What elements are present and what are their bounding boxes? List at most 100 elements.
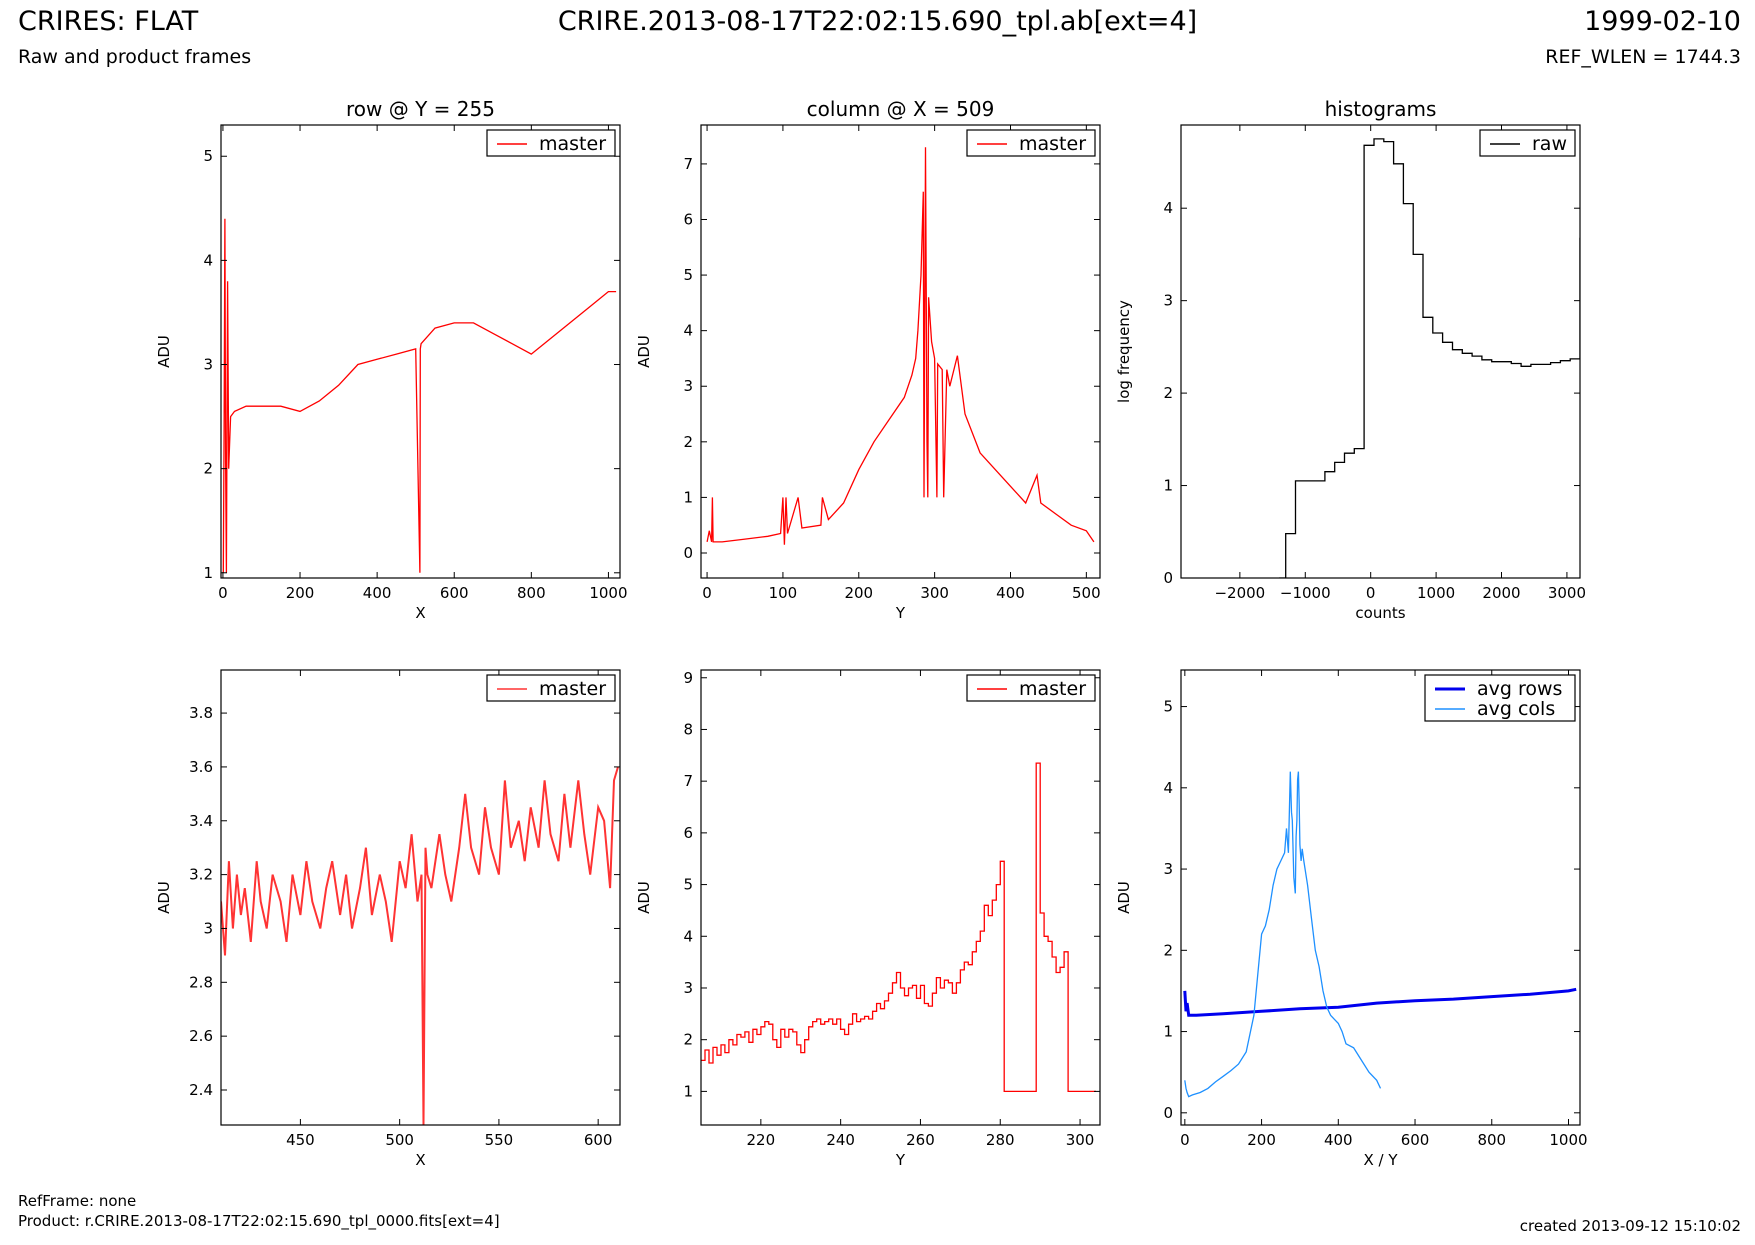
x-tick-label: −2000 (1214, 584, 1265, 602)
y-tick-label: 8 (683, 720, 693, 738)
y-tick-label: 6 (683, 210, 693, 228)
x-tick-label: 400 (996, 584, 1025, 602)
x-tick-label: −1000 (1280, 584, 1331, 602)
date-label: 1999-02-10 (1584, 6, 1741, 37)
y-tick-label: 3.8 (189, 704, 213, 722)
legend: raw (1479, 129, 1576, 157)
x-tick-label: 3000 (1548, 584, 1586, 602)
x-tick-label: 400 (1324, 1131, 1353, 1149)
x-axis-label: X / Y (1363, 1151, 1398, 1169)
plot-frame (220, 669, 621, 1126)
y-axis-label: log frequency (1115, 300, 1133, 403)
legend-box (486, 674, 616, 702)
x-tick-label: 240 (826, 1131, 855, 1149)
chart-panel: 0 100 200 300 400 500 0 1 2 3 4 5 6 7 column @ X = 509… (635, 97, 1101, 622)
x-tick-label: 1000 (1417, 584, 1455, 602)
y-tick-label: 2 (1163, 384, 1173, 402)
plot-frame (700, 669, 1101, 1126)
legend: master (486, 674, 616, 702)
series-line-raw (1279, 138, 1580, 578)
instrument-title: CRIRES: FLAT (18, 6, 199, 37)
y-tick-label: 7 (683, 155, 693, 173)
plot-frame (220, 124, 621, 579)
y-tick-label: 9 (683, 669, 693, 687)
y-axis-label: ADU (635, 335, 653, 368)
x-tick-label: 0 (702, 584, 712, 602)
subtitle: Raw and product frames (18, 46, 252, 68)
y-tick-label: 3 (1163, 860, 1173, 878)
x-tick-label: 2000 (1482, 584, 1520, 602)
plot-frame (1180, 669, 1581, 1126)
y-tick-label: 0 (1163, 569, 1173, 587)
chart-panel: 0 200 400 600 800 1000 0 1 2 3 4 5 X / Y ADU avg rowsa… (1115, 669, 1588, 1169)
y-tick-label: 3 (1163, 292, 1173, 310)
y-tick-label: 0 (683, 544, 693, 562)
series-line-avg-cols (1184, 771, 1382, 1098)
x-tick-label: 800 (517, 584, 546, 602)
y-tick-label: 2 (1163, 941, 1173, 959)
y-tick-label: 3.2 (189, 866, 213, 884)
x-tick-label: 1000 (1549, 1131, 1587, 1149)
chart-title: row @ Y = 255 (346, 97, 495, 121)
legend-label: master (1019, 678, 1086, 700)
legend-box (1424, 674, 1576, 722)
x-tick-label: 280 (986, 1131, 1015, 1149)
y-tick-label: 3 (683, 377, 693, 395)
x-tick-label: 0 (1180, 1131, 1190, 1149)
x-tick-label: 200 (844, 584, 873, 602)
plot-frame (1180, 124, 1581, 579)
x-tick-label: 1000 (589, 584, 627, 602)
y-tick-label: 2.4 (189, 1081, 213, 1099)
chart-panel: 0 200 400 600 800 1000 1 2 3 4 5 row @ Y = 255 X ADU m… (155, 97, 628, 622)
y-tick-label: 3.6 (189, 758, 213, 776)
x-tick-label: 300 (1066, 1131, 1095, 1149)
y-tick-label: 1 (683, 1082, 693, 1100)
y-tick-label: 3 (203, 356, 213, 374)
y-tick-label: 1 (1163, 1023, 1173, 1041)
y-tick-label: 5 (683, 266, 693, 284)
x-tick-label: 400 (363, 584, 392, 602)
x-tick-label: 0 (1366, 584, 1376, 602)
legend-box (1479, 129, 1576, 157)
x-axis-label: Y (895, 1151, 906, 1169)
y-tick-label: 3.4 (189, 812, 213, 830)
x-tick-label: 300 (920, 584, 949, 602)
y-tick-label: 4 (683, 322, 693, 340)
chart-panel: −2000 −1000 0 1000 2000 3000 0 1 2 3 4 histograms co… (1115, 97, 1586, 622)
x-tick-label: 550 (485, 1131, 514, 1149)
x-axis-label: X (415, 1151, 425, 1169)
y-tick-label: 2 (683, 1031, 693, 1049)
legend-box (486, 129, 616, 157)
x-tick-label: 600 (584, 1131, 613, 1149)
series-line-master (222, 218, 617, 573)
y-tick-label: 2.8 (189, 973, 213, 991)
legend-label: avg rows (1477, 678, 1562, 700)
y-axis-label: ADU (155, 881, 173, 914)
legend-label: master (539, 678, 606, 700)
y-tick-label: 4 (1163, 199, 1173, 217)
y-tick-label: 6 (683, 824, 693, 842)
x-tick-label: 500 (385, 1131, 414, 1149)
chart-title: column @ X = 509 (807, 97, 995, 121)
x-tick-label: 600 (440, 584, 469, 602)
y-axis-label: ADU (1115, 881, 1133, 914)
x-tick-label: 100 (769, 584, 798, 602)
x-axis-label: Y (895, 604, 906, 622)
y-tick-label: 3 (683, 979, 693, 997)
x-tick-label: 800 (1477, 1131, 1506, 1149)
x-tick-label: 600 (1401, 1131, 1430, 1149)
chart-title: histograms (1325, 97, 1437, 121)
plot-frame (700, 124, 1101, 579)
series-line-master (706, 147, 1095, 545)
legend-label: avg cols (1477, 698, 1555, 720)
product-label: Product: r.CRIRE.2013-08-17T22:02:15.690… (18, 1212, 500, 1230)
y-tick-label: 5 (203, 147, 213, 165)
x-tick-label: 450 (286, 1131, 315, 1149)
legend-box (966, 129, 1096, 157)
legend-box (966, 674, 1096, 702)
legend-label: raw (1532, 133, 1567, 155)
y-tick-label: 2 (203, 460, 213, 478)
y-tick-label: 3 (203, 919, 213, 937)
y-tick-label: 2 (683, 433, 693, 451)
